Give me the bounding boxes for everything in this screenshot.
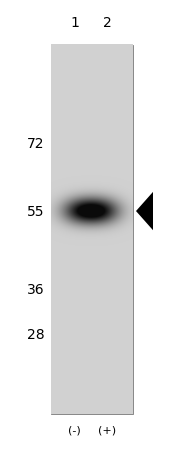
Text: 2: 2 bbox=[103, 15, 112, 30]
Text: 36: 36 bbox=[27, 282, 44, 296]
Text: 28: 28 bbox=[27, 328, 44, 341]
Text: 72: 72 bbox=[27, 136, 44, 150]
Text: 1: 1 bbox=[70, 15, 79, 30]
Polygon shape bbox=[136, 192, 153, 231]
Bar bbox=[51, 46, 133, 414]
Text: 55: 55 bbox=[27, 205, 44, 218]
Text: (+): (+) bbox=[98, 425, 116, 435]
Text: (-): (-) bbox=[68, 425, 81, 435]
